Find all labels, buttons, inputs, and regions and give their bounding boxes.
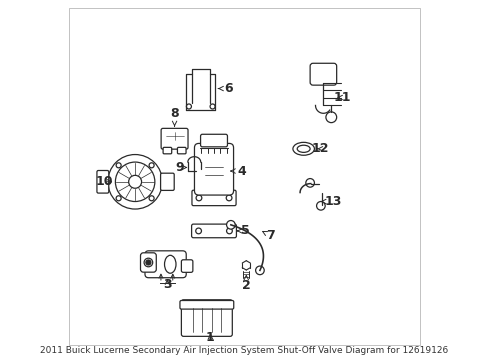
Text: 12: 12: [311, 142, 328, 155]
FancyBboxPatch shape: [140, 253, 156, 272]
FancyBboxPatch shape: [163, 147, 171, 154]
FancyBboxPatch shape: [180, 301, 233, 309]
FancyBboxPatch shape: [144, 251, 186, 278]
FancyBboxPatch shape: [161, 129, 187, 149]
FancyBboxPatch shape: [194, 143, 233, 195]
Ellipse shape: [292, 142, 314, 155]
Text: 10: 10: [95, 175, 112, 188]
Circle shape: [255, 266, 264, 275]
FancyBboxPatch shape: [191, 224, 236, 238]
FancyBboxPatch shape: [181, 300, 232, 336]
Circle shape: [226, 228, 232, 234]
Circle shape: [149, 196, 154, 201]
Text: 13: 13: [321, 195, 342, 208]
FancyBboxPatch shape: [160, 173, 174, 190]
Circle shape: [115, 162, 155, 202]
Text: 11: 11: [333, 91, 350, 104]
Circle shape: [226, 221, 235, 229]
Circle shape: [305, 179, 314, 187]
FancyBboxPatch shape: [309, 63, 336, 85]
Text: 7: 7: [262, 229, 274, 242]
Ellipse shape: [164, 255, 176, 273]
Text: 9: 9: [175, 161, 186, 174]
Circle shape: [116, 163, 121, 168]
FancyBboxPatch shape: [177, 147, 185, 154]
FancyBboxPatch shape: [200, 134, 227, 147]
Text: 2011 Buick Lucerne Secondary Air Injection System Shut-Off Valve Diagram for 126: 2011 Buick Lucerne Secondary Air Injecti…: [41, 346, 447, 355]
Text: 6: 6: [218, 82, 232, 95]
Circle shape: [116, 196, 121, 201]
FancyBboxPatch shape: [192, 190, 236, 206]
Ellipse shape: [297, 145, 309, 152]
Circle shape: [316, 202, 325, 210]
Circle shape: [186, 104, 191, 109]
Text: 8: 8: [170, 107, 179, 126]
Circle shape: [325, 112, 336, 123]
Circle shape: [210, 104, 215, 109]
Text: 3: 3: [163, 278, 171, 291]
Circle shape: [195, 228, 201, 234]
FancyBboxPatch shape: [97, 171, 108, 193]
Text: 1: 1: [205, 330, 214, 343]
Text: 4: 4: [230, 165, 245, 177]
Circle shape: [108, 154, 162, 209]
Text: 5: 5: [237, 224, 249, 238]
Circle shape: [144, 258, 152, 267]
Circle shape: [128, 175, 142, 188]
Text: 2: 2: [242, 275, 250, 292]
FancyBboxPatch shape: [181, 260, 192, 273]
Circle shape: [196, 195, 202, 201]
Circle shape: [149, 163, 154, 168]
Circle shape: [145, 260, 151, 265]
Circle shape: [226, 195, 231, 201]
